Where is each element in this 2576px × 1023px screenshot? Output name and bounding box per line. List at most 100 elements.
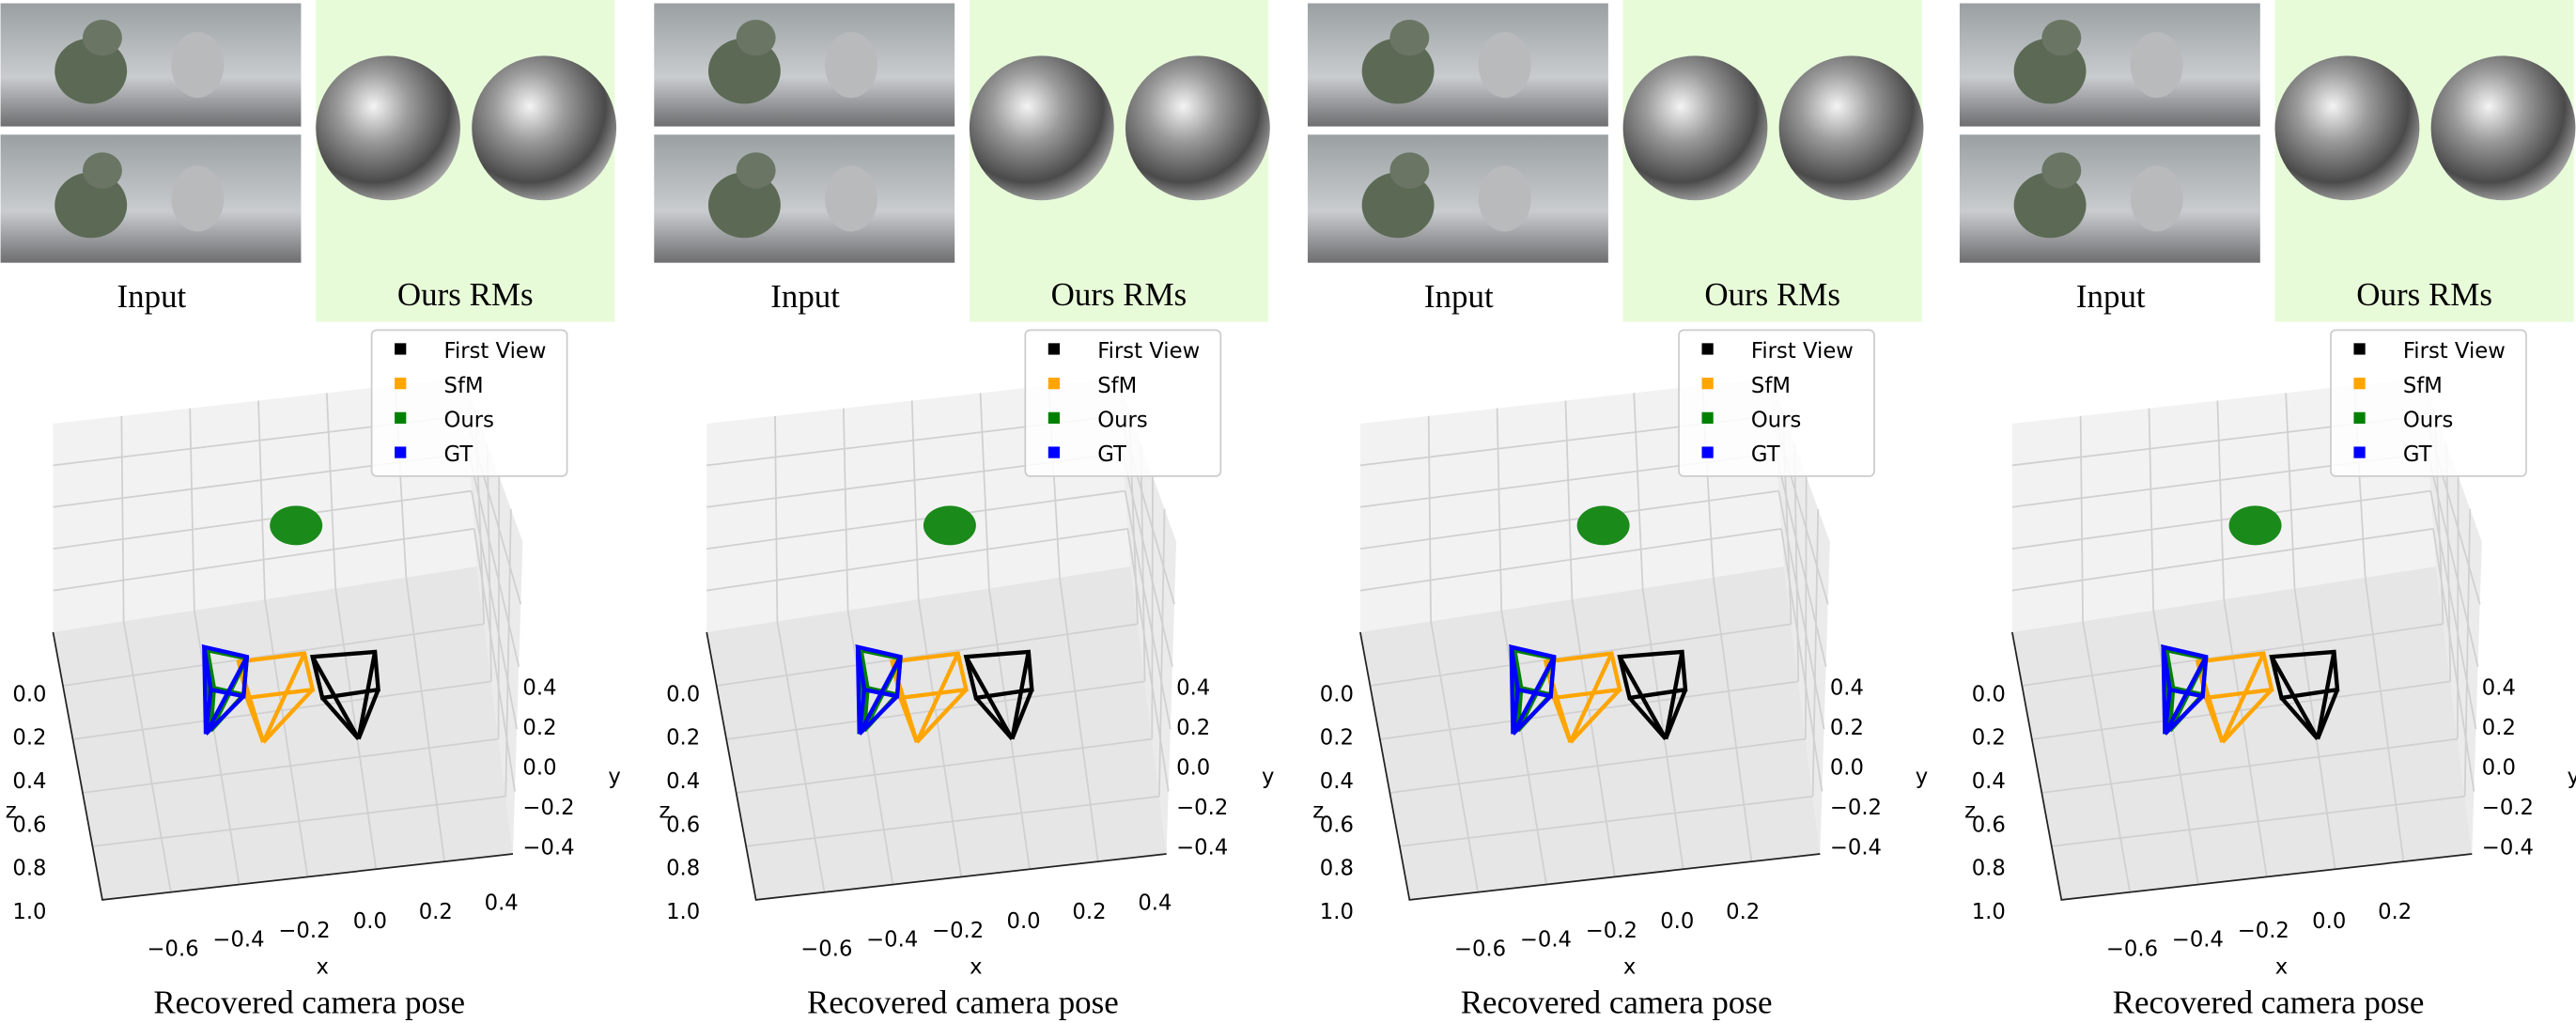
y-tick-label: −0.4 [1830,835,1882,860]
floor [53,566,513,900]
grid-line [1059,577,1099,862]
z-axis-label: z [660,799,671,824]
panel: Input Ours RMs 0.0 0.2 0.4 0.6 0.8 1.0 0.4 0.2 0.0… [654,0,1274,1021]
camera-frustum [1627,696,1668,741]
x-tick-label: 0.2 [419,900,453,924]
legend-box [2330,329,2527,477]
grid-line [2427,453,2479,667]
input-photo [654,134,955,263]
input-photo [1307,3,1608,127]
panel: Input Ours RMs 0.0 0.2 0.4 0.6 0.8 1.0 0.4 0.2 0.0… [1959,0,2576,1021]
legend-label: First View [2403,339,2506,364]
rm-label: Ours RMs [1704,276,1840,313]
x-tick-label: −0.4 [1520,928,1572,953]
z-tick-label: 0.2 [1972,726,2006,751]
grid-line [2216,400,2226,600]
legend-swatch [2353,378,2366,390]
grid-line [2463,508,2472,797]
z-tick-label: 0.8 [12,857,46,881]
legend-swatch [395,411,407,424]
legend-label: GT [444,442,473,467]
grid-line [53,489,473,550]
camera-frustum [974,696,1014,741]
grid-line [2432,528,2475,792]
x-tick-label: 0.2 [1726,900,1760,924]
camera-frustum [2163,656,2209,736]
camera-frustum [858,694,899,736]
photo-object [2041,19,2082,56]
grid-line [736,737,1153,794]
point-cloud [1576,505,1630,546]
y-tick-label: 0.2 [1830,716,1864,740]
legend-label: SfM [444,374,484,398]
grid-line [120,415,125,622]
z-tick-label: 0.0 [12,682,46,706]
grid-line [1124,490,1172,730]
legend-label: Ours [1751,408,1801,432]
x-tick-label: −0.2 [932,919,984,943]
camera-frustum [1511,656,1557,736]
grid-line [1633,393,1644,589]
input-photo [0,134,302,263]
grid-line [846,610,894,885]
legend-label: Ours [2403,408,2453,432]
grid-line [1158,508,1166,797]
z-tick-label: 1.0 [1972,900,2006,924]
x-tick-label: 0.0 [1007,909,1041,934]
input-label: Input [117,278,187,315]
photo-object [825,165,878,232]
grid-line [1564,400,1574,600]
camera-frustum [915,688,968,744]
photo-object [825,32,878,99]
y-tick-label: 0.0 [2482,755,2516,780]
x-tick-label: −0.2 [278,919,330,943]
reflectance-sphere [969,55,1114,201]
caption: Recovered camera pose [153,984,465,1021]
grid-line [1500,610,1547,885]
grid-line [486,442,492,682]
z-tick-label: 0.4 [1320,769,1354,794]
reflectance-sphere [1778,55,1924,201]
x-tick-label: −0.6 [2106,937,2158,961]
grid-line [2031,680,2451,740]
photo-object [736,19,776,56]
reflectance-sphere [2430,55,2576,201]
floor [2011,566,2473,900]
grid-line [776,621,826,892]
photo-object [2041,152,2082,189]
rm-label: Ours RMs [1051,276,1187,313]
grid-line [843,408,849,611]
axis-line [1359,631,1821,901]
camera-frustum [1569,688,1622,744]
x-tick-label: −0.2 [2238,919,2289,943]
camera-frustum [204,694,245,736]
grid-line [2152,610,2199,885]
x-tick-label: 0.2 [1072,900,1106,924]
grid-line [2011,527,2434,592]
grid-line [2079,415,2084,622]
grid-line [405,577,445,862]
x-tick-label: 0.0 [1660,909,1694,934]
x-tick-label: 0.0 [2312,909,2346,934]
x-axis-label: x [1623,955,1636,980]
camera-frustum [914,652,960,744]
grid-line [746,795,1160,847]
grid-line [2285,393,2296,589]
legend-label: First View [444,339,547,364]
camera-frustum [261,652,306,744]
grid-line [1399,795,1813,847]
photo-object [2130,32,2183,99]
camera-frustum [2204,697,2225,743]
input-photo [654,3,955,127]
legend-swatch [395,378,407,390]
y-tick-label: 0.0 [522,755,556,780]
z-tick-label: 1.0 [12,900,46,924]
grid-line [471,490,519,730]
grid-line [189,408,195,611]
z-tick-label: 0.8 [666,857,700,881]
legend-label: GT [1097,442,1126,467]
y-tick-label: 0.4 [1830,675,1864,700]
y-tick-label: 0.2 [2482,716,2516,740]
grid-line [2445,442,2452,682]
camera-frustum [203,689,213,735]
